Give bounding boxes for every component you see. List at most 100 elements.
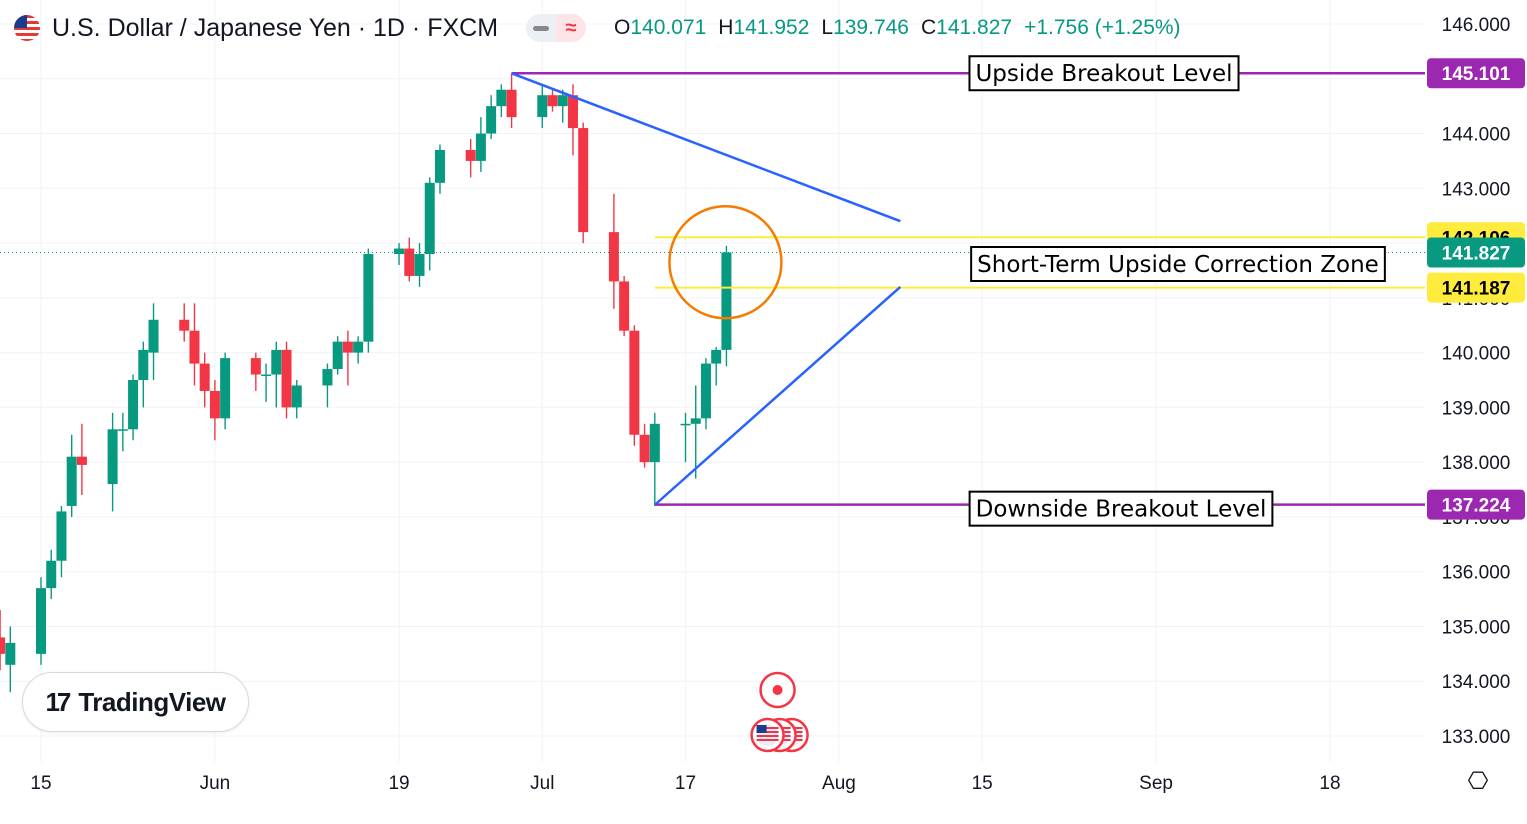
candle-body — [189, 330, 200, 364]
drawing-overlays: Upside Breakout Level Downside Breakout L… — [0, 55, 1425, 527]
candle-body — [394, 248, 405, 255]
candle-body — [117, 429, 128, 431]
axis-label-upside-breakout-level: 145.101 — [1442, 64, 1511, 85]
tradingview-text: TradingView — [78, 686, 226, 717]
price-axis[interactable]: 133.000134.000135.000136.000137.000138.0… — [1427, 15, 1525, 748]
minimize-pill-icon[interactable] — [526, 14, 557, 42]
price-tick-label: 144.000 — [1442, 125, 1511, 146]
axis-label-zone-bottom: 141.187 — [1442, 279, 1511, 300]
candle — [66, 434, 77, 517]
event-flag-canton — [756, 725, 767, 733]
candle — [608, 193, 619, 309]
candle-body — [414, 254, 425, 276]
tradingview-mark-icon: 17 — [45, 686, 71, 717]
candle — [179, 303, 190, 342]
time-tick-label: 15 — [972, 773, 993, 794]
upside-breakout-label: Upside Breakout Level — [968, 55, 1240, 92]
symbol-title[interactable]: U.S. Dollar / Japanese Yen · 1D · FXCM — [52, 13, 499, 42]
candle-body — [649, 423, 660, 463]
candle — [363, 248, 374, 353]
upside-breakout-label-text: Upside Breakout Level — [975, 61, 1232, 87]
candle — [36, 577, 46, 665]
chart-settings-icon[interactable]: ⎔ — [1467, 767, 1489, 795]
price-tick-label: 140.000 — [1442, 344, 1511, 365]
indicator-pills[interactable]: ≈ — [526, 14, 587, 42]
candle — [271, 341, 282, 408]
candle — [547, 89, 558, 112]
candle — [46, 549, 57, 600]
candle — [138, 341, 149, 408]
price-tick-label: 139.000 — [1442, 398, 1511, 419]
candle-body — [5, 642, 16, 665]
open-key: O — [614, 16, 631, 39]
candle — [629, 325, 640, 446]
axis-label-upside-breakout-level-bg — [1427, 58, 1525, 89]
candle-body — [332, 341, 343, 370]
event-flag-stripe — [756, 731, 779, 733]
candle-body — [179, 319, 190, 331]
candle-body — [639, 434, 650, 463]
open-value: 140.071 — [630, 16, 707, 39]
candle-body — [363, 254, 374, 342]
candle-body — [578, 128, 589, 233]
candle-body — [424, 182, 435, 255]
candle — [537, 84, 548, 129]
price-tick-label: 133.000 — [1442, 727, 1511, 748]
current-price-axis-label: 141.827 — [1442, 244, 1511, 265]
candle — [281, 341, 292, 419]
candle-body — [148, 319, 159, 353]
candle-body — [342, 341, 353, 353]
candle — [680, 412, 691, 463]
candle-body — [46, 560, 57, 589]
candle — [578, 122, 589, 244]
candle — [128, 374, 139, 441]
candle — [332, 336, 343, 375]
time-tick-label: 18 — [1319, 773, 1340, 794]
candle-body — [250, 358, 261, 375]
downside-breakout-label: Downside Breakout Level — [968, 490, 1274, 527]
candle-body — [711, 349, 722, 364]
time-tick-label: Sep — [1139, 773, 1173, 794]
candle — [76, 423, 87, 496]
us-event-flag-icon[interactable] — [750, 717, 785, 753]
candle-body — [680, 423, 691, 426]
time-axis[interactable]: 15 Jun 19 Jul 17 Aug 15 Sep 18 — [30, 773, 1340, 794]
time-tick-label: 15 — [30, 773, 51, 794]
candle — [711, 347, 722, 386]
time-tick-label: 19 — [388, 773, 409, 794]
time-tick-label: 17 — [675, 773, 696, 794]
candle — [220, 352, 231, 430]
downside-breakout-label-frame — [968, 490, 1274, 527]
wave-indicator-icon[interactable]: ≈ — [556, 14, 587, 42]
candle — [322, 363, 333, 408]
candle — [414, 243, 425, 287]
downside-breakout-label-text: Downside Breakout Level — [976, 497, 1267, 523]
correction-zone-label: Short-Term Upside Correction Zone — [970, 246, 1386, 282]
event-record-dot-icon — [772, 685, 783, 695]
high-value: 141.952 — [733, 16, 810, 39]
candle-body — [76, 456, 87, 465]
event-markers[interactable] — [750, 671, 809, 753]
candle-body — [138, 349, 149, 380]
candle-body — [537, 95, 548, 118]
candle-body — [220, 358, 231, 419]
close-key: C — [921, 16, 937, 39]
candle-body — [567, 95, 578, 129]
candle-body — [404, 248, 415, 276]
candle-body — [199, 363, 210, 391]
candle-body — [619, 281, 630, 331]
time-tick-label: Jun — [200, 773, 231, 794]
candle — [56, 505, 67, 578]
high-key: H — [718, 16, 734, 39]
price-tick-label: 143.000 — [1442, 179, 1511, 200]
candle — [465, 139, 476, 178]
candle-body — [608, 232, 619, 282]
price-tick-label: 134.000 — [1442, 672, 1511, 693]
candle — [209, 380, 220, 441]
candle — [189, 303, 200, 386]
tradingview-logo[interactable]: 17 TradingView — [22, 672, 249, 732]
symbol-header[interactable]: U.S. Dollar / Japanese Yen · 1D · FXCM ≈… — [14, 10, 1181, 46]
change-value: +1.756 (+1.25%) — [1024, 16, 1181, 39]
candle — [475, 117, 486, 172]
